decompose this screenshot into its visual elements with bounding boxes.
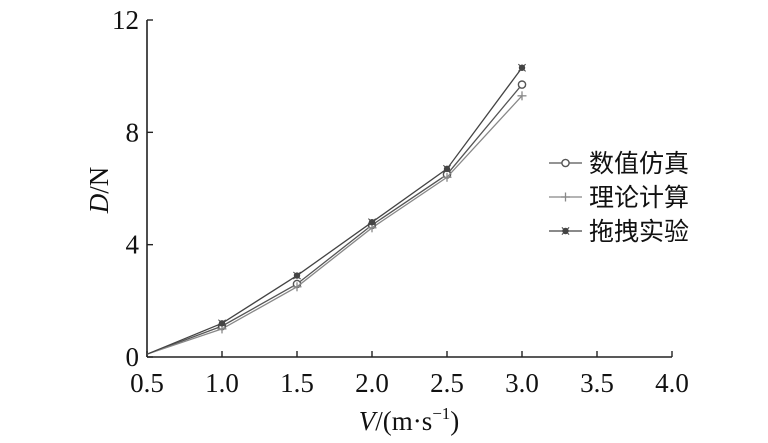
plot-area: 0.5 1.0 1.5 2.0 2.5 3.0 3.5 4.0 0 4 8 12 — [112, 5, 689, 398]
y-axis-title: D/N — [84, 167, 114, 215]
series-layer — [146, 63, 527, 355]
series-3 — [146, 63, 526, 355]
data-point — [517, 80, 527, 89]
x-ticks: 0.5 1.0 1.5 2.0 2.5 3.0 3.5 4.0 — [130, 351, 689, 398]
x-tick-label: 1.5 — [280, 368, 314, 398]
data-point — [218, 319, 226, 328]
x-axis-unit: /(m·s — [375, 406, 432, 436]
series-line — [146, 95, 523, 355]
x-tick-label: 2.5 — [430, 368, 464, 398]
legend-label: 数值仿真 — [589, 149, 689, 178]
legend-marker — [561, 192, 570, 202]
series-line — [146, 84, 523, 355]
legend-item: 拖拽实验 — [549, 217, 689, 246]
data-point — [368, 218, 376, 227]
legend-label: 拖拽实验 — [589, 217, 689, 246]
data-point — [442, 172, 452, 182]
data-point — [443, 164, 451, 173]
y-tick-label: 8 — [126, 117, 140, 147]
x-tick-label: 2.0 — [355, 368, 389, 398]
y-tick-label: 0 — [126, 342, 140, 372]
x-tick-label: 1.0 — [205, 368, 239, 398]
series-2 — [146, 91, 527, 355]
series-1 — [146, 80, 527, 355]
x-tick-label: 0.5 — [130, 368, 164, 398]
y-axis-variable: D — [84, 193, 114, 214]
legend-label: 理论计算 — [589, 183, 689, 212]
series-line — [146, 67, 523, 355]
x-axis-title: V/(m·s−1) — [359, 404, 460, 436]
data-point — [293, 271, 301, 280]
x-tick-label: 3.0 — [505, 368, 539, 398]
legend-marker — [561, 227, 570, 235]
legend-item: 理论计算 — [549, 183, 689, 212]
x-tick-label: 3.5 — [580, 368, 614, 398]
y-tick-label: 4 — [126, 230, 140, 260]
data-point — [517, 91, 527, 101]
x-axis-unit-exponent: −1 — [432, 404, 450, 423]
y-ticks: 0 4 8 12 — [112, 5, 153, 372]
x-axis-variable: V — [359, 406, 379, 436]
x-axis-unit-close: ) — [450, 406, 459, 436]
x-tick-label: 4.0 — [655, 368, 689, 398]
data-point — [292, 282, 302, 292]
y-tick-label: 12 — [112, 5, 139, 35]
y-axis-unit: /N — [84, 167, 114, 194]
legend-marker — [561, 158, 570, 168]
data-point — [518, 63, 526, 72]
legend-item: 数值仿真 — [549, 149, 689, 178]
